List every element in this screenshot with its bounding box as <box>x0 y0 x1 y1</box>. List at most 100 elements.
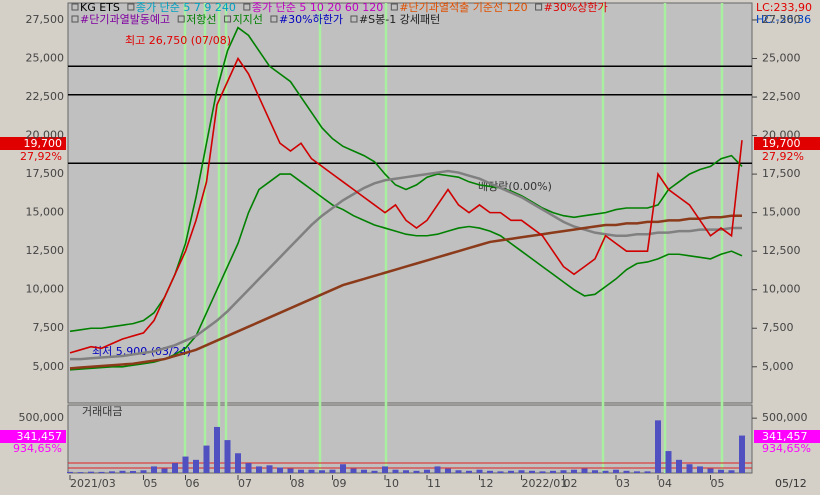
price-panel <box>67 2 753 404</box>
y-tick-label: 20,000 <box>26 129 65 142</box>
price-badge <box>0 137 66 150</box>
volume-current: 341,457 <box>762 430 808 443</box>
legend-box <box>127 3 135 11</box>
series-line <box>69 26 743 333</box>
price-label: 19,700 <box>24 137 63 150</box>
y-tick-label: 7,500 <box>33 321 65 334</box>
y-tick-label: 17,500 <box>762 167 801 180</box>
volume-bar <box>151 466 157 473</box>
y-tick-label: 22,500 <box>762 90 801 103</box>
series-line <box>69 173 743 371</box>
y-tick-label: 10,000 <box>26 283 65 296</box>
current-date: 05/12 <box>775 477 807 490</box>
x-tick-label: 11 <box>427 477 441 490</box>
volume-bar <box>77 472 84 473</box>
volume-bar <box>529 470 535 473</box>
volume-bar <box>634 471 640 473</box>
volume-bar <box>718 469 724 473</box>
volume-bar <box>497 471 504 473</box>
volume-change: 934,65% <box>762 442 811 455</box>
volume-bar <box>592 470 598 473</box>
volume-bar <box>455 470 462 473</box>
volume-bar <box>172 463 178 473</box>
volume-bar <box>623 470 630 473</box>
price-label: 19,700 <box>762 137 801 150</box>
volume-bar <box>161 468 168 473</box>
legend-box <box>390 3 398 11</box>
volume-bar <box>487 470 493 473</box>
volume-bar <box>140 470 147 473</box>
volume-bar <box>329 469 336 473</box>
volume-bar <box>298 469 304 473</box>
y-tick-label: 25,000 <box>26 51 65 64</box>
volume-bar <box>392 469 399 473</box>
legend-box <box>243 3 251 11</box>
y-tick-label: 25,000 <box>762 51 801 64</box>
x-tick-label: 05 <box>711 477 725 490</box>
series-line <box>69 56 743 354</box>
volume-bar <box>581 468 588 473</box>
volume-bar <box>224 440 231 473</box>
y-tick-label: 5,000 <box>33 360 65 373</box>
y-tick-label: 7,500 <box>762 321 794 334</box>
x-tick-label: 08 <box>291 477 305 490</box>
change-label: 27,92% <box>20 150 62 163</box>
volume-bar <box>98 471 105 473</box>
x-tick-label: 07 <box>238 477 252 490</box>
volume-bar <box>319 470 325 473</box>
change-label: 27,92% <box>762 150 804 163</box>
y-tick-label: 17,500 <box>26 167 65 180</box>
volume-badge <box>754 430 820 443</box>
volume-title: 거래대금 <box>82 405 122 418</box>
x-tick-label: 06 <box>186 477 200 490</box>
volume-bar <box>466 470 472 473</box>
volume-bar <box>424 469 430 473</box>
y-tick-label: 500,000 <box>19 411 65 424</box>
legend-text: #단기과열적출 기준선 120 <box>399 1 527 14</box>
y-tick-label: 15,000 <box>26 206 65 219</box>
x-tick-label: 10 <box>385 477 399 490</box>
volume-bar <box>676 459 682 473</box>
volume-bar <box>182 456 189 473</box>
legend-box <box>350 15 358 23</box>
y-tick-label: 15,000 <box>762 206 801 219</box>
y-tick-label: 500,000 <box>762 411 808 424</box>
price-badge <box>754 137 820 150</box>
y-tick-label: 20,000 <box>762 129 801 142</box>
legend-text: 지지선 <box>233 13 263 26</box>
volume-bar <box>266 465 273 473</box>
x-tick-label: 05 <box>144 477 158 490</box>
volume-bar <box>119 470 126 473</box>
high-annotation: 최고 26,750 (07/08) <box>125 34 231 47</box>
volume-bar <box>287 468 294 473</box>
hc-label: HC:-26,36 <box>756 13 811 26</box>
volume-bar <box>308 469 315 473</box>
volume-bar <box>67 471 73 473</box>
volume-bar <box>413 470 420 473</box>
legend-text: 저항선 <box>186 13 216 26</box>
y-tick-label: 27,500 <box>762 13 801 26</box>
x-tick-label: 04 <box>658 477 672 490</box>
legend: KG ETS 종가 단순 5 7 9 240 종가 단순 5 10 20 60 12… <box>71 1 608 26</box>
legend-text: #30%상한가 <box>544 1 608 14</box>
x-tick-label: 12 <box>480 477 494 490</box>
volume-bar <box>445 468 451 473</box>
volume-bar <box>539 471 546 473</box>
x-tick-label: 02 <box>564 477 578 490</box>
legend-box <box>71 15 79 23</box>
volume-bar <box>613 469 619 473</box>
volume-bar <box>602 470 609 473</box>
volume-change: 934,65% <box>13 442 62 455</box>
volume-panel <box>67 404 753 474</box>
volume-bar <box>518 470 525 473</box>
volume-bar <box>340 464 346 473</box>
legend-box <box>535 3 543 11</box>
y-tick-label: 10,000 <box>762 283 801 296</box>
volume-bar <box>476 469 483 473</box>
volume-bar <box>550 470 556 473</box>
y-tick-label: 5,000 <box>762 360 794 373</box>
volume-bar <box>245 463 252 473</box>
volume-guides <box>68 462 752 469</box>
legend-text: #S봉-1 강세패턴 <box>359 13 440 26</box>
